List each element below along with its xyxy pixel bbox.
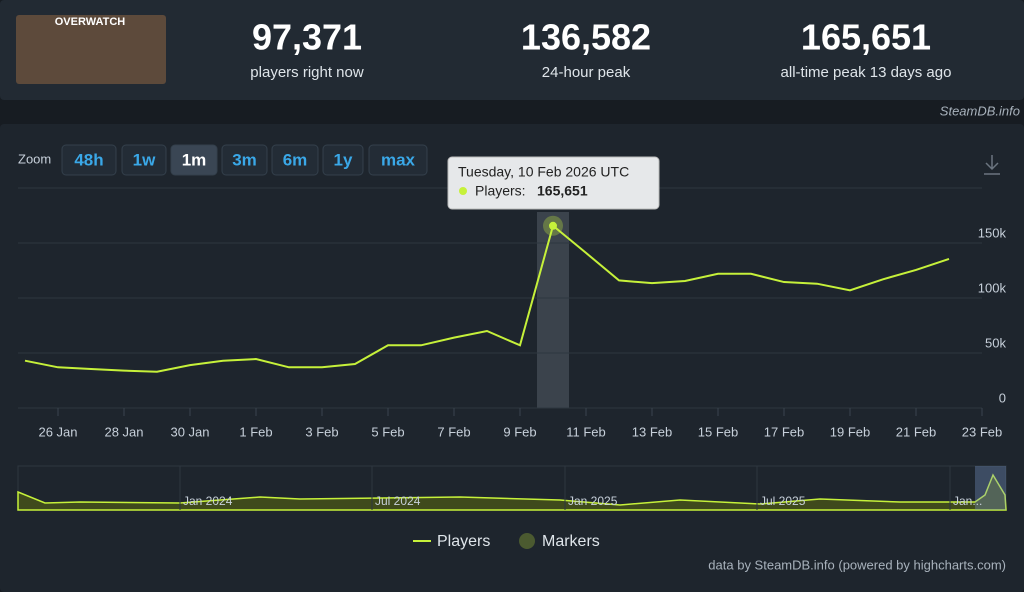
x-tick-label: 19 Feb xyxy=(830,424,870,439)
stats-panel xyxy=(0,0,1024,100)
zoom-button-label[interactable]: 1m xyxy=(182,150,207,169)
zoom-button-label[interactable]: 3m xyxy=(232,150,257,169)
source: SteamDB.info xyxy=(940,103,1020,118)
zoom-button-label[interactable]: 48h xyxy=(74,150,103,169)
zoom-button-label[interactable]: 6m xyxy=(283,150,308,169)
x-tick-label: 7 Feb xyxy=(437,424,470,439)
zoom-button[interactable] xyxy=(221,144,268,176)
y-tick-label: 150k xyxy=(978,225,1007,240)
tooltip-box xyxy=(447,156,660,210)
y-tick-label: 50k xyxy=(985,335,1006,350)
x-tick-label: 13 Feb xyxy=(632,424,672,439)
navigator-selection[interactable] xyxy=(975,466,1006,510)
game-logo: OVERWATCH xyxy=(55,16,126,28)
x-tick-label: 5 Feb xyxy=(371,424,404,439)
zoom-buttons: 48h 1w 1m 3m 6m 1y max xyxy=(61,144,428,176)
y-tick-label: 100k xyxy=(978,280,1007,295)
download-icon[interactable] xyxy=(984,155,1000,175)
x-tick-label: 26 Jan xyxy=(38,424,77,439)
zoom-button[interactable] xyxy=(61,144,117,176)
x-tick-label: 1 Feb xyxy=(239,424,272,439)
x-tick-label: 23 Feb xyxy=(962,424,1002,439)
navigator-label: Jul 2025 xyxy=(760,494,806,508)
navigator-label: Jan 2025 xyxy=(568,494,618,508)
zoom-label: Zoom xyxy=(18,151,51,166)
zoom-button[interactable] xyxy=(322,144,364,176)
zoom-button[interactable] xyxy=(121,144,167,176)
game-image xyxy=(16,15,166,84)
x-tick-label: 9 Feb xyxy=(503,424,536,439)
tooltip-dot xyxy=(459,187,467,195)
hover-band xyxy=(537,212,569,408)
stat-label: 24-hour peak xyxy=(542,64,631,81)
navigator: Jan 2024 Jul 2024 Jan 2025 Jul 2025 Jan... xyxy=(17,465,1007,511)
x-tick-label: 28 Jan xyxy=(104,424,143,439)
zoom-button[interactable] xyxy=(271,144,319,176)
legend-label[interactable]: Markers xyxy=(542,533,600,550)
zoom-button-label[interactable]: 1y xyxy=(334,150,353,169)
stat-label: all-time peak 13 days ago xyxy=(781,64,952,81)
tooltip: Tuesday, 10 Feb 2026 UTC Players: 165,65… xyxy=(447,156,660,210)
stat-value: 97,371 xyxy=(252,17,362,58)
zoom-button[interactable] xyxy=(368,144,428,176)
x-tick-label: 30 Jan xyxy=(170,424,209,439)
legend-label[interactable]: Players xyxy=(437,533,490,550)
x-tick-label: 11 Feb xyxy=(566,424,606,439)
tooltip-value: 165,651 xyxy=(537,183,588,199)
navigator-line xyxy=(17,473,1007,511)
zoom-button[interactable] xyxy=(170,144,218,176)
navigator-label: Jul 2024 xyxy=(375,494,421,508)
y-tick-label: 0 xyxy=(999,390,1006,405)
x-tick-label: 15 Feb xyxy=(698,424,738,439)
navigator-label: Jan... xyxy=(953,494,982,508)
zoom-button-label[interactable]: 1w xyxy=(133,150,156,169)
x-tick-label: 17 Feb xyxy=(764,424,804,439)
hover-point xyxy=(549,221,557,230)
credits: data by SteamDB.info (powered by highcha… xyxy=(708,557,1006,572)
stat-label: players right now xyxy=(250,64,364,81)
x-tick-label: 21 Feb xyxy=(896,424,936,439)
tooltip-name: Players: xyxy=(475,183,526,199)
legend-marker xyxy=(519,533,535,549)
navigator-label: Jan 2024 xyxy=(183,494,233,508)
x-tick-label: 3 Feb xyxy=(305,424,338,439)
series-line xyxy=(24,224,950,373)
stat-value: 165,651 xyxy=(801,17,931,58)
stat-value: 136,582 xyxy=(521,17,651,58)
tooltip-title: Tuesday, 10 Feb 2026 UTC xyxy=(458,164,629,180)
zoom-button-label[interactable]: max xyxy=(381,150,416,169)
